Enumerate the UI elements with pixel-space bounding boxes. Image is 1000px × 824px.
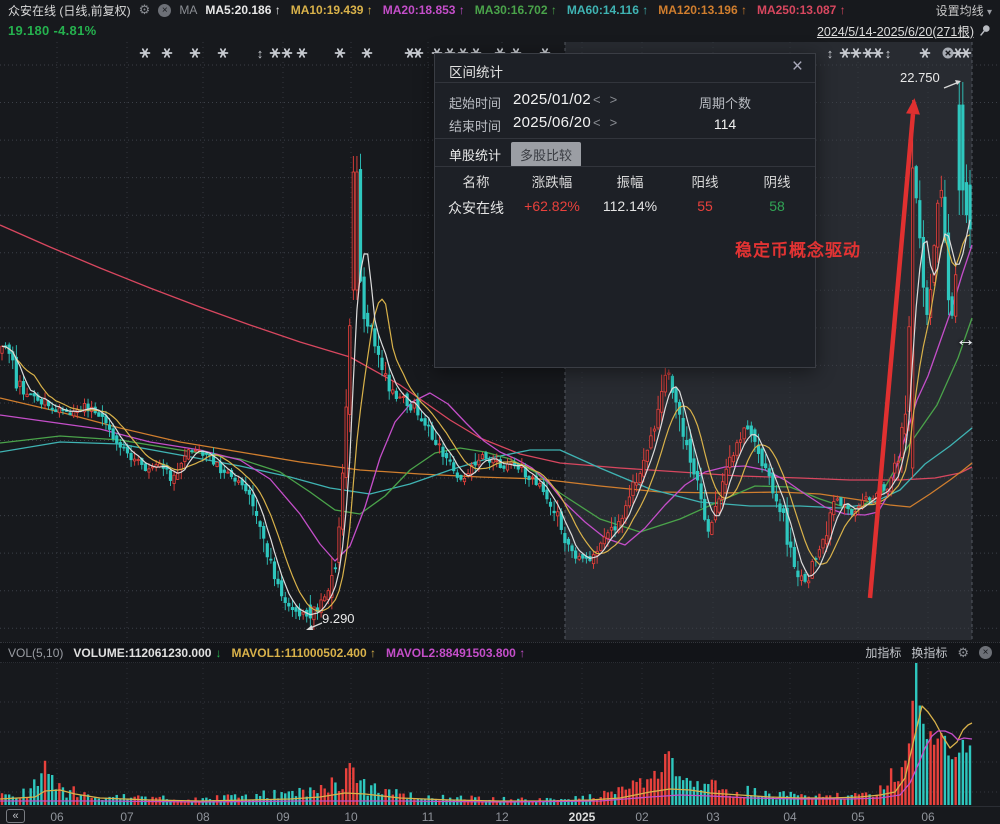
annotation-text: 稳定币概念驱动 xyxy=(735,241,861,260)
x-tick-06: 06 xyxy=(921,810,935,824)
x-tick-05: 05 xyxy=(851,810,865,824)
svg-text:↕: ↕ xyxy=(257,46,264,61)
mavol1-value: MAVOL1:111000502.400 ↑ xyxy=(231,645,376,660)
sub-header: 19.180 -4.81% 2024/5/14-2025/6/20(271根) xyxy=(0,20,1000,40)
scroll-back-button[interactable]: « xyxy=(6,809,25,823)
x-tick-02: 02 xyxy=(635,810,649,824)
ma-values: MA5:20.186 ↑ MA10:19.439 ↑ MA20:18.853 ↑ MA… xyxy=(205,3,845,17)
end-time-steppers: < > xyxy=(593,115,617,130)
interval-stats-dialog: 区间统计 × 起始时间 2025/01/02 < > 周期个数 结束时间 202… xyxy=(434,53,816,368)
stats-table-header: 名称 涨跌幅 振幅 阳线 阴线 xyxy=(437,171,815,191)
table-header-0: 名称 xyxy=(462,175,490,190)
table-header-3: 阳线 xyxy=(691,175,719,190)
chart-header: 众安在线 (日线,前复权) ⚙ × MA MA5:20.186 ↑ MA10:19… xyxy=(0,0,1000,20)
stats-table-row: 众安在线 +62.82% 112.14% 55 58 xyxy=(437,198,815,218)
volume-chart[interactable] xyxy=(0,663,1000,806)
x-tick-11: 11 xyxy=(421,810,435,824)
x-tick-04: 04 xyxy=(783,810,797,824)
end-time-label: 结束时间 xyxy=(449,119,502,134)
time-axis: « 06 07 08 09 10 11 12 2025 02 03 04 05 06 xyxy=(0,806,1000,824)
table-header-1: 涨跌幅 xyxy=(531,175,573,190)
last-price-change: 19.180 -4.81% xyxy=(8,22,97,38)
start-prev-button[interactable]: < xyxy=(593,92,601,107)
volume-header: VOL(5,10) VOLUME:112061230.000 ↓ MAVOL1:… xyxy=(0,642,1000,663)
volume-value: VOLUME:112061230.000 xyxy=(73,645,212,660)
svg-text:↕: ↕ xyxy=(885,46,892,61)
tab-single-stock-stats[interactable]: 单股统计 xyxy=(449,148,502,163)
period-count-label: 周期个数 xyxy=(698,96,751,111)
gear-icon[interactable]: ⚙ xyxy=(138,2,151,17)
ma-item-0: MA5:20.186 ↑ xyxy=(205,3,281,17)
table-header-2: 振幅 xyxy=(616,175,644,190)
table-cell-2: 112.14% xyxy=(602,198,658,214)
end-next-button[interactable]: > xyxy=(609,115,618,130)
vol-indicator-label: VOL(5,10) xyxy=(8,645,64,660)
table-cell-0: 众安在线 xyxy=(448,200,504,216)
table-cell-3: 55 xyxy=(697,198,713,214)
ma-item-1: MA10:19.439 ↑ xyxy=(290,3,373,17)
dialog-close-button[interactable]: × xyxy=(791,56,803,77)
ma-item-4: MA60:14.116 ↑ xyxy=(566,3,649,17)
x-tick-06: 06 xyxy=(50,810,64,824)
switch-indicator-button[interactable]: 换指标 xyxy=(911,646,948,660)
low-price-label: 9.290 xyxy=(322,611,355,626)
start-time-label: 起始时间 xyxy=(449,96,502,111)
dialog-title: 区间统计 xyxy=(449,65,503,80)
ma-settings-button[interactable]: 设置均线 ▾ xyxy=(935,3,992,18)
start-time-steppers: < > xyxy=(593,92,617,107)
ma-toggle[interactable]: MA xyxy=(179,3,198,17)
end-time-value: 2025/06/20 xyxy=(513,114,592,131)
period-count-value: 114 xyxy=(713,116,737,132)
selection-resize-handle[interactable]: ↔ xyxy=(955,328,976,351)
vol-gear-icon[interactable]: ⚙ xyxy=(957,644,969,660)
high-price-label: 22.750 xyxy=(900,70,940,85)
mavol2-value: MAVOL2:88491503.800 ↑ xyxy=(386,645,526,660)
chevron-down-icon: ▾ xyxy=(986,6,992,18)
x-tick-2025: 2025 xyxy=(568,810,596,824)
tab-multi-stock-compare[interactable]: 多股比较 xyxy=(511,142,582,167)
symbol-title: 众安在线 (日线,前复权) xyxy=(8,3,131,18)
x-tick-10: 10 xyxy=(344,810,358,824)
x-tick-09: 09 xyxy=(276,810,290,824)
ma-item-2: MA20:18.853 ↑ xyxy=(382,3,465,17)
close-chart-icon[interactable]: × xyxy=(158,3,172,17)
table-cell-1: +62.82% xyxy=(524,198,580,214)
vol-close-icon[interactable]: × xyxy=(979,646,992,659)
x-tick-07: 07 xyxy=(120,810,134,824)
x-tick-03: 03 xyxy=(706,810,720,824)
ma-item-3: MA30:16.702 ↑ xyxy=(474,3,557,17)
x-tick-12: 12 xyxy=(495,810,509,824)
pin-icon[interactable] xyxy=(979,24,992,37)
end-prev-button[interactable]: < xyxy=(593,115,601,130)
volume-direction-arrow: ↓ xyxy=(215,645,222,660)
ma-item-5: MA120:13.196 ↑ xyxy=(658,3,747,17)
add-indicator-button[interactable]: 加指标 xyxy=(865,646,902,660)
start-time-value: 2025/01/02 xyxy=(513,91,592,108)
start-next-button[interactable]: > xyxy=(609,92,618,107)
table-header-4: 阴线 xyxy=(763,175,791,190)
ma-item-6: MA250:13.087 ↑ xyxy=(756,3,846,17)
svg-text:↕: ↕ xyxy=(827,46,834,61)
table-cell-4: 58 xyxy=(769,198,785,214)
x-tick-08: 08 xyxy=(196,810,210,824)
visible-range-link[interactable]: 2024/5/14-2025/6/20(271根) xyxy=(816,24,974,39)
